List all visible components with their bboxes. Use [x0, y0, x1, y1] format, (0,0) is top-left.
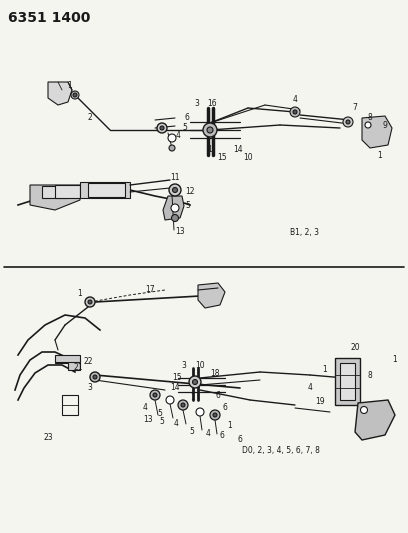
- Text: 20: 20: [350, 343, 360, 352]
- Polygon shape: [80, 182, 130, 198]
- Text: 5: 5: [160, 417, 164, 426]
- Circle shape: [178, 400, 188, 410]
- Circle shape: [193, 379, 197, 384]
- Polygon shape: [55, 185, 80, 198]
- Circle shape: [196, 408, 204, 416]
- Text: 8: 8: [368, 370, 373, 379]
- Circle shape: [189, 376, 201, 388]
- Text: 14: 14: [170, 384, 180, 392]
- Text: 1: 1: [378, 150, 382, 159]
- Text: 15: 15: [172, 374, 182, 383]
- Text: 4: 4: [175, 132, 180, 141]
- Text: 19: 19: [315, 398, 325, 407]
- Text: 7: 7: [353, 103, 357, 112]
- Circle shape: [171, 214, 179, 222]
- Text: 2: 2: [88, 114, 92, 123]
- Text: 6: 6: [215, 391, 220, 400]
- Text: 10: 10: [243, 154, 253, 163]
- Text: 21: 21: [73, 364, 83, 373]
- Polygon shape: [362, 116, 392, 148]
- Circle shape: [290, 107, 300, 117]
- Text: 11: 11: [170, 174, 180, 182]
- Circle shape: [173, 188, 177, 192]
- Text: 14: 14: [233, 146, 243, 155]
- Text: 6: 6: [222, 403, 227, 413]
- Polygon shape: [42, 186, 68, 198]
- Circle shape: [343, 117, 353, 127]
- Text: 1: 1: [78, 289, 82, 298]
- Text: 3: 3: [195, 99, 200, 108]
- Circle shape: [207, 127, 213, 133]
- Text: 5: 5: [190, 427, 195, 437]
- Text: 16: 16: [207, 99, 217, 108]
- Circle shape: [168, 134, 176, 142]
- Circle shape: [293, 110, 297, 114]
- Circle shape: [73, 93, 77, 97]
- Text: 3: 3: [182, 360, 186, 369]
- Text: 5: 5: [157, 408, 162, 417]
- Text: 4: 4: [293, 95, 297, 104]
- Circle shape: [181, 403, 185, 407]
- Text: 9: 9: [383, 120, 388, 130]
- Text: 4: 4: [308, 384, 313, 392]
- Polygon shape: [55, 355, 80, 370]
- Circle shape: [171, 204, 179, 212]
- Text: 17: 17: [145, 286, 155, 295]
- Text: 6: 6: [220, 431, 224, 440]
- Circle shape: [346, 120, 350, 124]
- Text: 1: 1: [191, 392, 195, 401]
- Polygon shape: [48, 82, 72, 105]
- Circle shape: [365, 122, 371, 128]
- Text: 5: 5: [182, 124, 187, 133]
- Text: 12: 12: [185, 188, 195, 197]
- Polygon shape: [88, 183, 125, 197]
- Text: 6351 1400: 6351 1400: [8, 11, 91, 25]
- Circle shape: [169, 184, 181, 196]
- Text: 23: 23: [43, 433, 53, 442]
- Text: 1: 1: [68, 80, 72, 90]
- Text: 3: 3: [88, 384, 93, 392]
- Circle shape: [150, 390, 160, 400]
- Circle shape: [203, 123, 217, 137]
- Circle shape: [153, 393, 157, 397]
- Circle shape: [213, 413, 217, 417]
- Polygon shape: [355, 400, 395, 440]
- Text: 6: 6: [184, 114, 189, 123]
- Polygon shape: [340, 363, 355, 400]
- Circle shape: [93, 375, 97, 379]
- Circle shape: [157, 123, 167, 133]
- Polygon shape: [163, 196, 184, 220]
- Text: 8: 8: [368, 114, 373, 123]
- Text: 4: 4: [142, 403, 147, 413]
- Text: 18: 18: [210, 368, 220, 377]
- Circle shape: [169, 145, 175, 151]
- Text: 1: 1: [323, 366, 327, 375]
- Circle shape: [160, 126, 164, 130]
- Text: 1: 1: [208, 146, 213, 155]
- Text: 10: 10: [195, 360, 205, 369]
- Circle shape: [361, 407, 368, 414]
- Text: 15: 15: [217, 152, 227, 161]
- Text: 13: 13: [143, 416, 153, 424]
- Circle shape: [166, 396, 174, 404]
- Polygon shape: [198, 283, 225, 308]
- Text: 4: 4: [173, 419, 178, 429]
- Text: D0, 2, 3, 4, 5, 6, 7, 8: D0, 2, 3, 4, 5, 6, 7, 8: [242, 446, 320, 455]
- Text: 5: 5: [186, 200, 191, 209]
- Text: B1, 2, 3: B1, 2, 3: [290, 228, 319, 237]
- Text: 6: 6: [237, 435, 242, 445]
- Circle shape: [90, 372, 100, 382]
- Text: 4: 4: [206, 430, 211, 439]
- Circle shape: [85, 297, 95, 307]
- Text: 22: 22: [83, 358, 93, 367]
- Polygon shape: [335, 358, 360, 405]
- Circle shape: [71, 91, 79, 99]
- Text: 13: 13: [175, 228, 185, 237]
- Text: 1: 1: [228, 421, 233, 430]
- Circle shape: [88, 300, 92, 304]
- Text: 1: 1: [392, 356, 397, 365]
- Polygon shape: [30, 185, 80, 210]
- Circle shape: [210, 410, 220, 420]
